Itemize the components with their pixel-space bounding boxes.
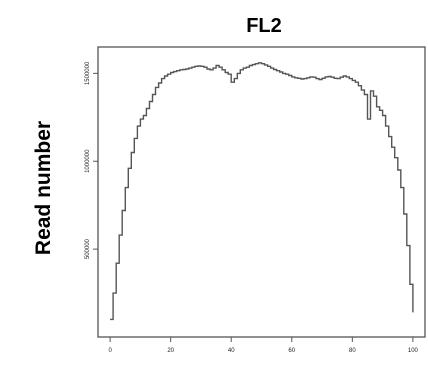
y-tick-label: 500000 bbox=[85, 238, 91, 259]
series-line bbox=[110, 62, 414, 321]
x-tick-label: 40 bbox=[228, 348, 235, 354]
x-tick-label: 0 bbox=[108, 348, 112, 354]
chart-title: FL2 bbox=[246, 15, 282, 37]
y-tick-label: 1000000 bbox=[85, 149, 91, 173]
y-tick-label: 1500000 bbox=[85, 61, 91, 85]
x-tick-label: 80 bbox=[349, 348, 356, 354]
x-tick-label: 20 bbox=[167, 348, 174, 354]
x-axis: 0 20 40 60 80 100 bbox=[108, 337, 419, 354]
x-tick-label: 60 bbox=[288, 348, 295, 354]
y-axis-label: Read number bbox=[32, 121, 55, 255]
y-axis: 500000 1000000 1500000 bbox=[85, 61, 98, 259]
plot-frame bbox=[97, 46, 426, 338]
x-tick-label: 100 bbox=[408, 348, 419, 354]
